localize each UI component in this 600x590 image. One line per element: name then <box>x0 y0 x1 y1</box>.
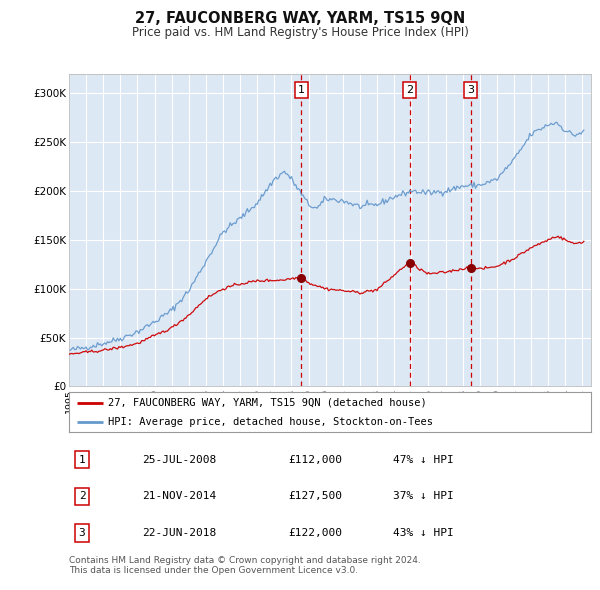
Text: 47% ↓ HPI: 47% ↓ HPI <box>392 455 454 464</box>
Text: £112,000: £112,000 <box>288 455 342 464</box>
Text: 2: 2 <box>406 85 413 94</box>
Text: 1: 1 <box>298 85 305 94</box>
Text: 27, FAUCONBERG WAY, YARM, TS15 9QN: 27, FAUCONBERG WAY, YARM, TS15 9QN <box>135 11 465 25</box>
Text: 27, FAUCONBERG WAY, YARM, TS15 9QN (detached house): 27, FAUCONBERG WAY, YARM, TS15 9QN (deta… <box>108 398 427 408</box>
Text: 43% ↓ HPI: 43% ↓ HPI <box>392 528 454 538</box>
Text: 2: 2 <box>79 491 85 502</box>
Text: 3: 3 <box>467 85 474 94</box>
Text: HPI: Average price, detached house, Stockton-on-Tees: HPI: Average price, detached house, Stoc… <box>108 417 433 427</box>
Text: 22-JUN-2018: 22-JUN-2018 <box>142 528 217 538</box>
Text: 37% ↓ HPI: 37% ↓ HPI <box>392 491 454 502</box>
Text: 3: 3 <box>79 528 85 538</box>
Text: Contains HM Land Registry data © Crown copyright and database right 2024.
This d: Contains HM Land Registry data © Crown c… <box>69 556 421 575</box>
Text: 25-JUL-2008: 25-JUL-2008 <box>142 455 217 464</box>
Text: 21-NOV-2014: 21-NOV-2014 <box>142 491 217 502</box>
Text: £122,000: £122,000 <box>288 528 342 538</box>
Text: £127,500: £127,500 <box>288 491 342 502</box>
Text: Price paid vs. HM Land Registry's House Price Index (HPI): Price paid vs. HM Land Registry's House … <box>131 26 469 39</box>
Text: 1: 1 <box>79 455 85 464</box>
